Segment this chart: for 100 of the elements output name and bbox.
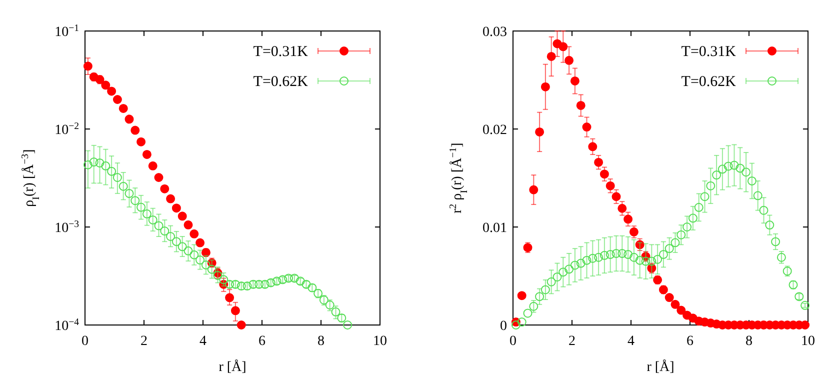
point bbox=[343, 320, 352, 330]
point bbox=[600, 170, 609, 179]
point bbox=[136, 202, 146, 212]
point bbox=[331, 307, 340, 316]
point bbox=[107, 86, 116, 96]
point bbox=[712, 170, 722, 180]
point bbox=[529, 302, 538, 311]
point bbox=[83, 160, 92, 170]
point bbox=[564, 264, 574, 274]
point bbox=[107, 166, 116, 176]
point bbox=[101, 161, 110, 170]
point bbox=[523, 308, 532, 318]
point bbox=[184, 246, 193, 256]
point bbox=[771, 237, 780, 246]
point bbox=[142, 209, 152, 218]
point bbox=[540, 285, 550, 294]
point bbox=[124, 188, 134, 198]
point bbox=[606, 250, 615, 259]
point bbox=[618, 248, 627, 258]
x-axis-title: r [Å] bbox=[218, 359, 246, 375]
point bbox=[588, 142, 598, 152]
point bbox=[670, 238, 680, 248]
point bbox=[594, 252, 604, 262]
point bbox=[776, 252, 786, 262]
point bbox=[112, 172, 122, 182]
y-tick-label: 10$^{−4}$ bbox=[54, 316, 80, 334]
point bbox=[95, 158, 104, 168]
point bbox=[236, 320, 246, 330]
x-tick-label: 10 bbox=[801, 334, 815, 349]
point bbox=[112, 95, 122, 104]
point bbox=[576, 100, 586, 110]
point bbox=[546, 277, 556, 286]
point bbox=[178, 242, 187, 252]
point bbox=[535, 292, 544, 302]
point bbox=[694, 202, 704, 212]
point bbox=[700, 192, 710, 202]
point bbox=[178, 212, 187, 221]
point bbox=[196, 238, 205, 248]
y-tick-label: 0.02 bbox=[482, 123, 507, 138]
point bbox=[624, 250, 633, 259]
point bbox=[706, 181, 716, 190]
point bbox=[172, 204, 181, 213]
point bbox=[730, 160, 739, 170]
point bbox=[800, 300, 810, 310]
y-tick-label: 10$^{−2}$ bbox=[54, 120, 80, 138]
x-tick-label: 2 bbox=[568, 334, 576, 349]
point bbox=[682, 222, 692, 232]
x-tick-label: 6 bbox=[686, 334, 694, 349]
point bbox=[724, 162, 733, 171]
point bbox=[570, 260, 580, 270]
point bbox=[765, 220, 774, 230]
point bbox=[136, 137, 146, 146]
point bbox=[582, 256, 592, 265]
point bbox=[325, 300, 334, 310]
point bbox=[184, 220, 193, 230]
point bbox=[753, 191, 762, 200]
point bbox=[130, 126, 140, 135]
point bbox=[225, 293, 234, 302]
x-axis-title: r [Å] bbox=[646, 359, 674, 375]
point bbox=[688, 214, 698, 223]
x-tick-label: 8 bbox=[318, 334, 324, 349]
point bbox=[564, 56, 574, 65]
point bbox=[588, 254, 598, 263]
legend-label: T=0.31K bbox=[253, 44, 308, 60]
point bbox=[190, 250, 199, 260]
point bbox=[576, 258, 586, 268]
legend-label: T=0.62K bbox=[681, 74, 736, 90]
point bbox=[618, 204, 627, 213]
point bbox=[670, 300, 680, 309]
point bbox=[118, 182, 128, 191]
x-tick-label: 2 bbox=[140, 334, 148, 349]
point bbox=[154, 172, 164, 182]
point bbox=[664, 293, 674, 302]
point bbox=[612, 192, 621, 202]
point bbox=[130, 196, 140, 206]
point bbox=[676, 306, 686, 315]
point bbox=[230, 306, 240, 316]
point bbox=[124, 114, 134, 124]
point bbox=[529, 185, 538, 194]
point bbox=[535, 127, 544, 136]
point bbox=[517, 318, 526, 327]
point bbox=[658, 250, 668, 259]
point bbox=[635, 256, 644, 265]
point bbox=[201, 260, 210, 270]
y-tick-label: 10$^{−1}$ bbox=[54, 22, 80, 40]
x-tick-label: 10 bbox=[373, 334, 387, 349]
legend-label: T=0.31K bbox=[681, 44, 736, 60]
point bbox=[118, 104, 128, 113]
point bbox=[160, 226, 170, 236]
point bbox=[148, 215, 158, 224]
point bbox=[653, 254, 662, 264]
y-tick-label: 10$^{−3}$ bbox=[54, 218, 80, 236]
point bbox=[160, 184, 170, 194]
point bbox=[664, 244, 674, 254]
point bbox=[629, 252, 638, 262]
point bbox=[600, 250, 609, 260]
point bbox=[196, 256, 205, 265]
y-tick-label: 0.01 bbox=[482, 221, 507, 236]
point bbox=[517, 291, 526, 300]
y-tick-label: 0 bbox=[500, 319, 507, 334]
